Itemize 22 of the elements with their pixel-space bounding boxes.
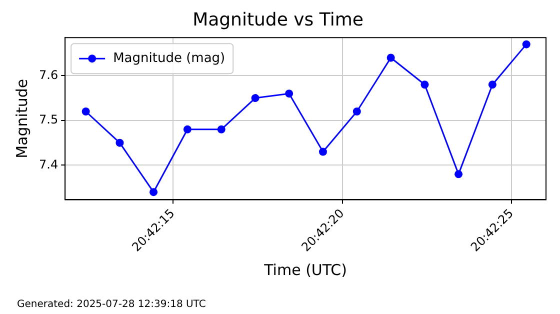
point	[488, 80, 496, 89]
chart-title: Magnitude vs Time	[192, 9, 364, 30]
point	[217, 125, 226, 134]
point	[116, 138, 124, 147]
point	[251, 94, 260, 102]
point	[183, 125, 192, 134]
point	[454, 170, 463, 178]
point	[285, 90, 294, 98]
point	[150, 188, 158, 196]
y-tick-label: 7.6	[38, 68, 58, 82]
point	[522, 40, 530, 48]
y-tick-label: 7.4	[38, 157, 58, 172]
x-axis-title: Time (UTC)	[263, 260, 348, 279]
point	[352, 107, 361, 116]
point	[82, 107, 90, 116]
point	[386, 54, 395, 62]
point	[318, 148, 327, 156]
y-axis-title: Magnitude	[12, 78, 31, 158]
point	[420, 80, 429, 89]
legend-label: Magnitude (mag)	[113, 50, 226, 66]
y-tick-label: 7.5	[38, 112, 58, 127]
text: Generated: 2025-07-28 12:39:18 UTC	[17, 299, 206, 310]
